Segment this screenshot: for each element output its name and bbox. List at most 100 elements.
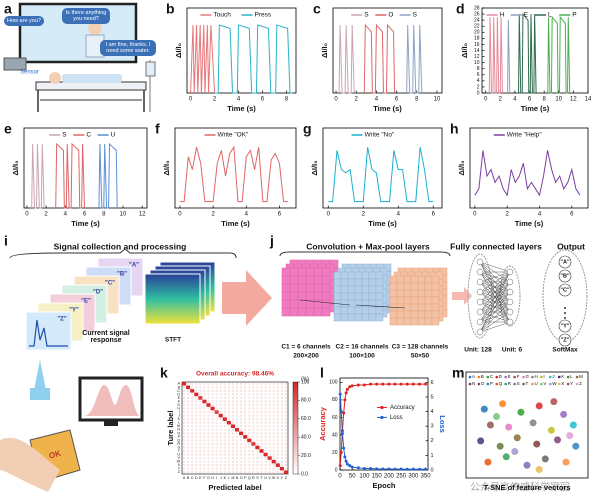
legend-label: Q [499,381,503,386]
empty-cell [248,404,251,406]
empty-cell [276,411,279,414]
feature-cell [354,299,363,308]
speech-bubble: Is there anything you need? [62,8,110,24]
empty-cell [219,396,222,399]
empty-cell [203,414,206,417]
point [387,467,391,471]
empty-cell [207,382,210,385]
empty-cell [211,400,214,403]
x-tick-label: W [272,476,276,480]
empty-cell [256,404,259,406]
empty-cell [215,446,218,449]
feature-cell [424,289,433,298]
point [554,436,561,444]
empty-cell [272,393,275,396]
feature-cell [403,317,412,326]
empty-cell [199,442,202,445]
empty-cell [276,460,279,463]
x-tick-label: H [211,476,214,480]
empty-cell [268,453,271,456]
empty-cell [248,389,251,392]
empty-cell [248,407,251,410]
empty-cell [244,446,247,449]
y-tick-label: 80 [332,397,338,403]
empty-cell [223,404,226,406]
empty-cell [268,428,271,431]
feature-cell [281,291,291,301]
point [535,466,543,474]
feature-cell [340,285,349,294]
empty-cell [264,418,267,421]
feature-cell [347,292,356,301]
empty-cell [252,428,255,431]
empty-cell [256,425,259,428]
y-tick-label: 24 [474,17,480,23]
empty-cell [223,442,226,445]
empty-cell [195,421,198,424]
empty-cell [211,432,214,435]
empty-cell [248,393,251,396]
empty-cell [187,400,190,403]
empty-cell [256,411,259,414]
y-tick-label: J [178,414,180,418]
neuron [506,308,514,316]
point [486,421,494,429]
empty-cell [285,386,287,389]
empty-cell [280,464,283,467]
empty-cell [285,407,287,410]
empty-cell [272,396,275,399]
section-title: Output [557,241,585,251]
series-line [518,12,537,94]
y-tick-label: 6 [477,72,480,78]
empty-cell [207,432,210,435]
feature-cell [281,299,291,309]
empty-cell [264,446,267,449]
series-line [31,143,45,209]
feature-cell [289,275,299,285]
empty-cell [256,407,259,410]
empty-cell [191,425,194,428]
empty-cell [219,386,222,389]
empty-cell [183,435,185,438]
empty-cell [248,418,251,421]
empty-cell [211,389,214,392]
empty-cell [248,460,251,463]
empty-cell [207,460,210,463]
empty-cell [187,457,190,460]
empty-cell [260,435,263,438]
y-tick-label: W [177,460,181,464]
empty-cell [211,471,214,474]
empty-cell [191,471,194,474]
empty-cell [244,453,247,456]
feature-cell [321,275,331,285]
empty-cell [236,471,238,474]
empty-cell [207,418,210,421]
empty-cell [183,460,185,463]
empty-cell [211,442,214,445]
empty-cell [223,439,226,442]
empty-cell [211,467,214,470]
empty-cell [285,432,287,435]
feature-cell [305,283,315,293]
empty-cell [248,425,251,428]
empty-cell [223,460,226,463]
feature-cell [347,299,356,308]
empty-cell [272,418,275,421]
diagonal-cell [275,463,280,467]
x-tick-label: 4 [513,97,517,103]
series-line [474,150,581,197]
empty-cell [203,439,206,442]
empty-cell [203,464,206,467]
empty-cell [207,396,210,399]
legend-label: R [508,381,512,386]
empty-cell [232,418,234,421]
legend-marker [468,375,472,379]
empty-cell [215,435,218,438]
empty-cell [268,432,271,435]
empty-cell [285,453,287,456]
empty-cell [183,467,185,470]
empty-cell [280,407,283,410]
y-tick-label: 18 [474,36,480,42]
empty-cell [285,435,287,438]
empty-cell [232,439,234,442]
